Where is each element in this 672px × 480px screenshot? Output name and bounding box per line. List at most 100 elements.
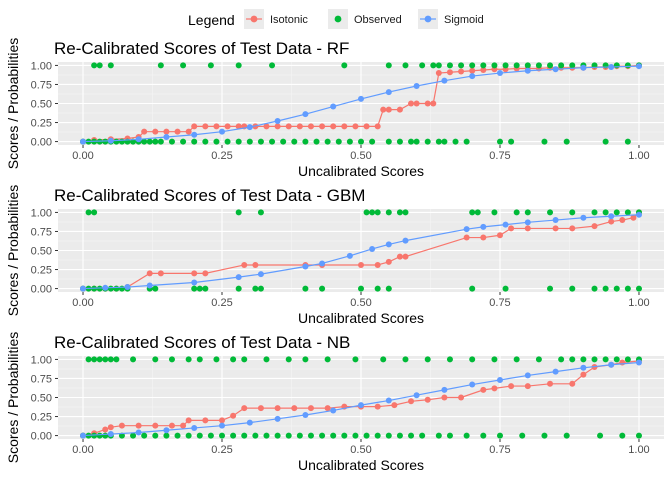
isotonic-point: [402, 253, 409, 260]
observed-point: [385, 138, 392, 145]
isotonic-point: [458, 394, 465, 401]
observed-point: [313, 138, 320, 145]
isotonic-point: [352, 123, 359, 130]
sigmoid-point: [441, 386, 448, 393]
y-tick-label: 0.00: [31, 431, 52, 443]
isotonic-point: [319, 123, 326, 130]
isotonic-point: [146, 270, 153, 277]
observed-point: [569, 356, 576, 363]
legend-item-isotonic: Isotonic: [244, 9, 308, 29]
observed-point: [480, 432, 487, 439]
observed-point: [280, 138, 287, 145]
isotonic-point: [291, 405, 298, 412]
observed-point: [619, 432, 626, 439]
observed-point: [624, 62, 631, 69]
observed-point: [141, 138, 148, 145]
isotonic-point: [480, 66, 487, 73]
isotonic-point: [591, 223, 598, 230]
observed-point: [524, 62, 531, 69]
observed-point: [252, 432, 259, 439]
observed-point: [524, 209, 531, 216]
plot-area: [80, 356, 642, 439]
observed-point: [469, 285, 476, 292]
sigmoid-point: [502, 221, 509, 228]
observed-point: [591, 285, 598, 292]
observed-point: [91, 62, 98, 69]
observed-point: [491, 62, 498, 69]
sigmoid-point: [219, 422, 226, 429]
observed-point: [380, 356, 387, 363]
observed-point: [446, 62, 453, 69]
sigmoid-point: [635, 211, 642, 218]
observed-point: [230, 432, 237, 439]
observed-point: [241, 356, 248, 363]
observed-point: [424, 356, 431, 363]
observed-point: [446, 432, 453, 439]
observed-point: [91, 209, 98, 216]
observed-point: [624, 138, 631, 145]
observed-point: [257, 209, 264, 216]
observed-point: [624, 285, 631, 292]
isotonic-point: [274, 123, 281, 130]
isotonic-point: [174, 128, 181, 135]
x-tick-label: 0.50: [350, 150, 371, 162]
observed-point: [346, 138, 353, 145]
sigmoid-point: [635, 63, 642, 70]
sigmoid-point: [135, 136, 142, 143]
isotonic-point: [408, 398, 415, 405]
isotonic-point: [102, 426, 109, 433]
observed-point: [185, 356, 192, 363]
series-sigmoid: [80, 63, 642, 145]
observed-point: [597, 432, 604, 439]
x-tick-label: 0.00: [72, 150, 93, 162]
sigmoid-point: [191, 424, 198, 431]
legend-label-sigmoid: Sigmoid: [444, 14, 484, 26]
sigmoid-point: [580, 364, 587, 371]
sigmoid-point: [385, 241, 392, 248]
isotonic-point: [619, 217, 626, 224]
x-tick-label: 0.50: [350, 444, 371, 456]
observed-point: [496, 432, 503, 439]
observed-point: [602, 356, 609, 363]
observed-point: [624, 209, 631, 216]
sigmoid-point: [524, 219, 531, 226]
panels: Re-Calibrated Scores of Test Data - RF 0.…: [5, 38, 664, 473]
observed-point: [408, 138, 415, 145]
observed-point: [385, 62, 392, 69]
observed-point: [319, 285, 326, 292]
observed-point: [408, 432, 415, 439]
observed-point: [369, 209, 376, 216]
isotonic-point: [235, 123, 242, 130]
observed-point: [102, 432, 109, 439]
isotonic-point: [441, 394, 448, 401]
sigmoid-point: [246, 419, 253, 426]
isotonic-point: [385, 106, 392, 113]
sigmoid-point: [257, 271, 264, 278]
observed-point: [324, 356, 331, 363]
observed-point: [152, 138, 159, 145]
observed-point: [107, 356, 114, 363]
x-tick-label: 0.75: [489, 297, 510, 309]
isotonic-point: [341, 123, 348, 130]
sigmoid-point: [580, 64, 587, 71]
observed-point: [385, 285, 392, 292]
observed-point: [363, 432, 370, 439]
observed-point: [235, 285, 242, 292]
isotonic-point: [469, 67, 476, 74]
y-tick-label: 0.50: [31, 99, 52, 111]
isotonic-point: [180, 422, 187, 429]
series-sigmoid: [80, 211, 642, 292]
sigmoid-point: [163, 134, 170, 141]
observed-point: [474, 209, 481, 216]
observed-point: [402, 209, 409, 216]
observed-point: [157, 62, 164, 69]
observed-point: [513, 356, 520, 363]
x-tick-label: 0.75: [489, 444, 510, 456]
sigmoid-point: [80, 285, 87, 292]
isotonic-line: [83, 211, 640, 290]
observed-point: [535, 356, 542, 363]
observed-point: [146, 138, 153, 145]
observed-point: [107, 285, 114, 292]
y-tick-label: 0.75: [31, 79, 52, 91]
panel-rf: Re-Calibrated Scores of Test Data - RF 0.…: [5, 38, 664, 179]
